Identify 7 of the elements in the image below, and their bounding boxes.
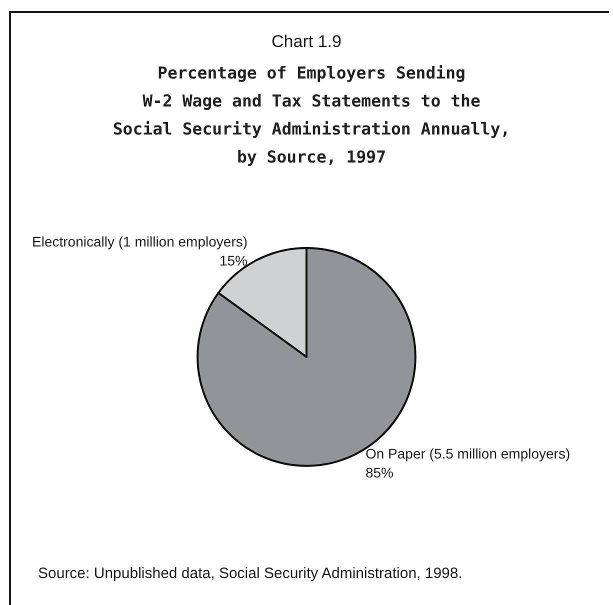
chart-title: Percentage of Employers Sending W-2 Wage and Tax Statements to the Social Security Administration Annually, by Source, 1997 <box>112 64 510 166</box>
slice-label: Electronically (1 million employers) <box>32 234 248 250</box>
data-label: 15% <box>219 252 248 269</box>
source-note: Source: Unpublished data, Social Security Administration, 1998. <box>38 565 462 582</box>
data-label: 85% <box>365 464 394 480</box>
chart-subtitle: Chart 1.9 <box>272 32 342 51</box>
slice-label: On Paper (5.5 million employers) <box>365 445 570 462</box>
